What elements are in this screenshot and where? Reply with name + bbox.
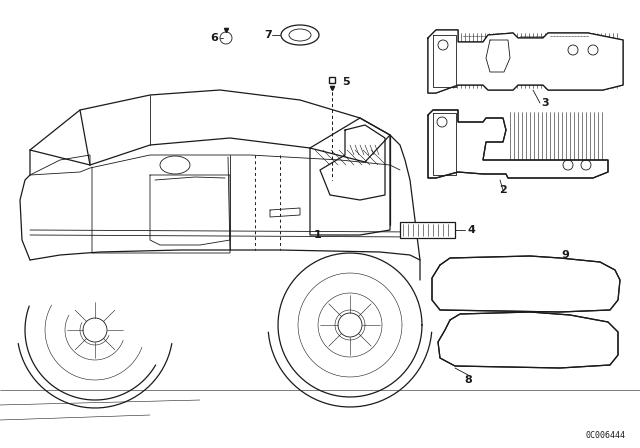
Bar [400, 222, 455, 238]
Polygon shape [432, 256, 620, 312]
Text: 5: 5 [342, 77, 349, 87]
Text: 8: 8 [464, 375, 472, 385]
Polygon shape [428, 110, 608, 178]
Polygon shape [438, 312, 618, 368]
Text: 1: 1 [314, 230, 322, 240]
Text: 7: 7 [264, 30, 272, 40]
Text: 6: 6 [210, 33, 218, 43]
Text: 2: 2 [499, 185, 507, 195]
Text: 4: 4 [467, 225, 475, 235]
Text: 0C006444: 0C006444 [585, 431, 625, 439]
Polygon shape [428, 30, 623, 93]
Text: 9: 9 [561, 250, 569, 260]
Text: 3: 3 [541, 98, 549, 108]
